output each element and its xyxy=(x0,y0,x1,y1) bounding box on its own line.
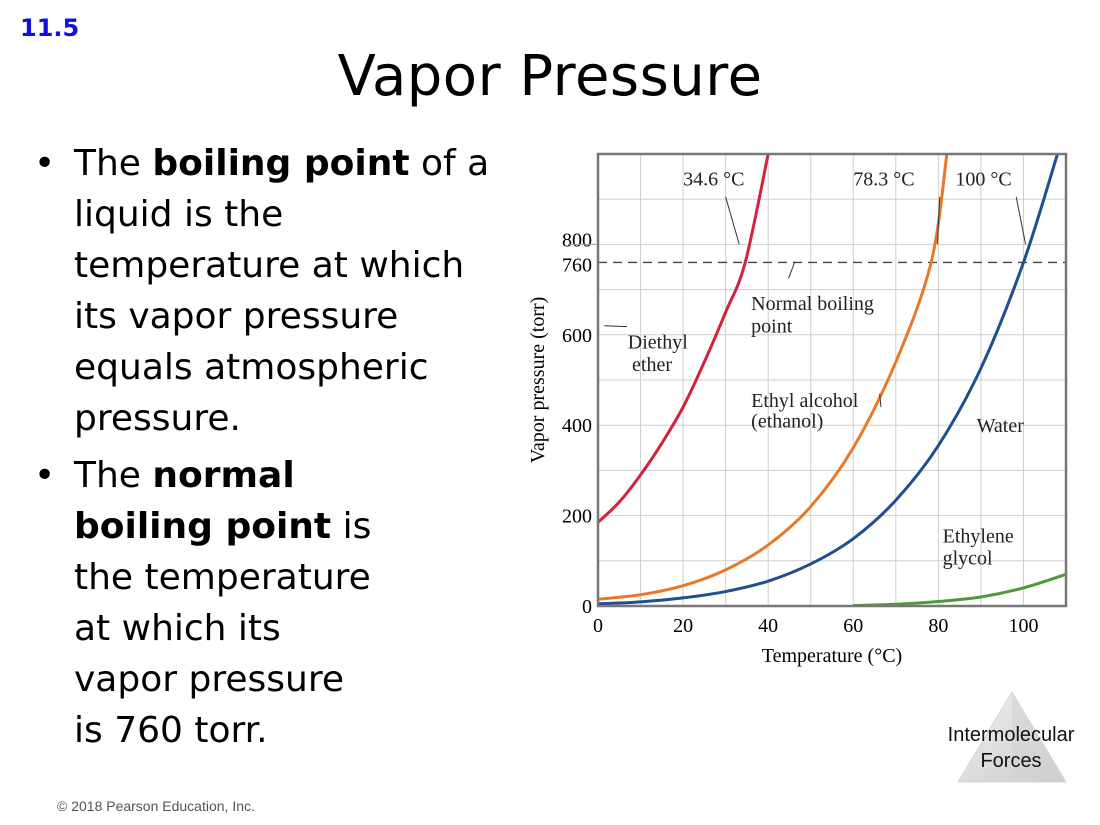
annotation-ether: ether xyxy=(632,354,672,376)
series-line-water xyxy=(598,154,1059,606)
series-layer xyxy=(598,154,1066,606)
y-tick-label: 0 xyxy=(582,596,592,618)
annotation-diethyl: Diethyl xyxy=(628,331,688,353)
x-tick-label: 100 xyxy=(1008,615,1038,637)
bullet-list: • The boiling point of a liquid is the t… xyxy=(34,138,514,762)
y-tick-label: 200 xyxy=(562,506,592,528)
leader-line xyxy=(879,393,882,408)
leader-line xyxy=(1015,196,1027,245)
bullet-dot-icon: • xyxy=(34,143,56,184)
y-tick-label-760: 760 xyxy=(562,254,592,276)
x-tick-label: 40 xyxy=(758,615,778,637)
annotation-ethanol: (ethanol) xyxy=(751,410,823,432)
x-tick-label: 0 xyxy=(593,615,603,637)
bullet-dot-icon: • xyxy=(34,455,56,496)
logo-label: Intermolecular Forces xyxy=(936,722,1086,774)
x-tick-label: 80 xyxy=(928,615,948,637)
y-tick-label: 800 xyxy=(562,229,592,251)
y-axis-label: Vapor pressure (torr) xyxy=(527,297,549,464)
section-number: 11.5 xyxy=(20,14,80,42)
series-line-diethyl-ether xyxy=(598,154,770,524)
annotation-point: point xyxy=(751,316,793,338)
bullet1-pre: The xyxy=(74,143,153,184)
annotation-normal-boiling: Normal boiling xyxy=(751,293,874,315)
copyright-footer: © 2018 Pearson Education, Inc. xyxy=(57,798,255,814)
triangle-logo-icon xyxy=(957,691,1067,783)
series-line-ethylene-glycol xyxy=(853,572,1066,606)
bullet2-pre: The xyxy=(74,455,153,496)
x-tick-label: 60 xyxy=(843,615,863,637)
bullet-item-boiling-point: • The boiling point of a liquid is the t… xyxy=(34,138,514,444)
leader-line xyxy=(725,196,740,245)
annotation-78-3c: 78.3 °C xyxy=(853,169,914,191)
y-tick-label: 400 xyxy=(562,415,592,437)
bullet2-post: is the temperature at which its vapor pr… xyxy=(74,506,372,751)
bullet1-bold: boiling point xyxy=(152,143,410,184)
slide-title: Vapor Pressure xyxy=(337,44,763,109)
logo-line2: Forces xyxy=(980,750,1042,772)
bullet1-post: of a liquid is the temperature at which … xyxy=(74,143,490,439)
tick-layer: 0 20 40 60 80 100 0 200 400 600 800 760 xyxy=(562,229,1038,637)
leader-line xyxy=(604,325,627,328)
x-axis-label: Temperature (°C) xyxy=(762,645,902,667)
annotation-water: Water xyxy=(977,415,1025,437)
bullet2-bold: normal boiling point xyxy=(74,455,332,547)
logo-line1: Intermolecular xyxy=(947,724,1075,746)
bullet-item-normal-boiling-point: • The normal boiling point is the temper… xyxy=(34,450,514,756)
annotation-100c: 100 °C xyxy=(955,169,1011,191)
leader-line xyxy=(788,262,796,279)
plot-frame xyxy=(596,152,1068,608)
annotation-ethyl-alcohol: Ethyl alcohol xyxy=(751,390,859,412)
y-tick-label: 600 xyxy=(562,325,592,347)
vapor-pressure-chart: 0 20 40 60 80 100 0 200 400 600 800 760 34.6 °C 78.3… xyxy=(527,152,1068,667)
annotation-glycol: glycol xyxy=(943,547,993,569)
annotation-ethylene: Ethylene xyxy=(943,526,1014,548)
grid-layer xyxy=(598,154,1066,606)
series-line-ethyl-alcohol-ethanol xyxy=(598,154,949,601)
x-tick-label: 20 xyxy=(673,615,693,637)
leader-line xyxy=(937,196,941,245)
annotation-34-6c: 34.6 °C xyxy=(683,169,744,191)
